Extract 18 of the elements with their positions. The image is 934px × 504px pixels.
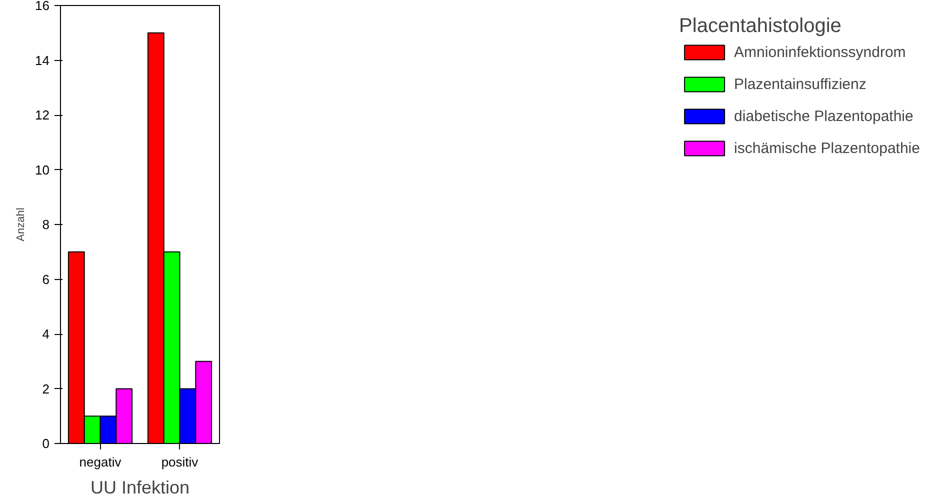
legend-label: diabetische Plazentopathie xyxy=(734,108,914,124)
y-tick-label: 14 xyxy=(35,52,50,68)
x-axis-title: UU Infektion xyxy=(90,478,190,498)
legend-label: ischämische Plazentopathie xyxy=(734,140,920,156)
y-tick-label: 0 xyxy=(42,436,50,451)
y-tick-label: 4 xyxy=(42,326,50,342)
legend-title: Placentahistologie xyxy=(679,15,842,38)
y-tick-label: 16 xyxy=(35,0,50,13)
y-tick-label: 6 xyxy=(42,272,50,287)
y-tick-label: 8 xyxy=(42,217,50,232)
y-axis-title: Anzahl xyxy=(15,208,28,242)
y-tick-label: 2 xyxy=(42,381,50,396)
legend-label: Amnioninfektionssyndrom xyxy=(734,44,906,60)
legend-label: Plazentainsuffizienz xyxy=(734,76,866,92)
y-tick-label: 10 xyxy=(35,162,50,178)
x-tick-label: positiv xyxy=(161,454,199,470)
y-tick-label: 12 xyxy=(35,108,50,122)
x-tick-label: negativ xyxy=(79,454,122,470)
